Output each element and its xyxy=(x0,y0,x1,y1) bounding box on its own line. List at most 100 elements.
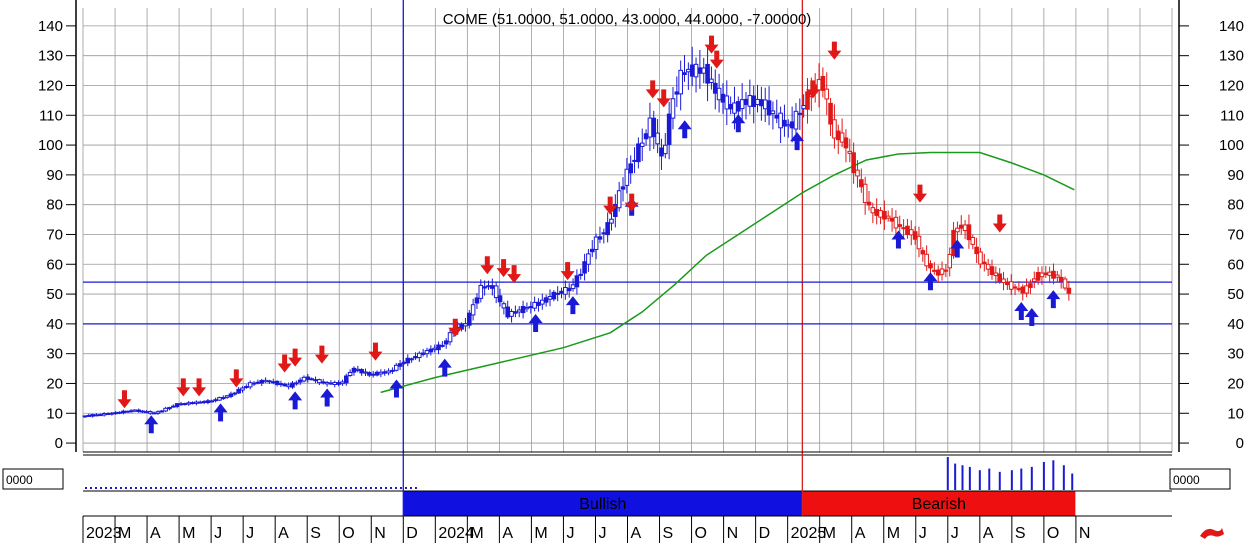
candle-body xyxy=(436,344,441,351)
candle-body xyxy=(805,91,810,110)
volume-baseline-dot xyxy=(310,487,312,489)
candle-body xyxy=(478,284,484,299)
candle-body xyxy=(482,286,487,289)
candle-body xyxy=(393,364,399,371)
candle-body xyxy=(259,379,265,384)
candle-body xyxy=(955,227,960,233)
candle-body xyxy=(463,323,468,327)
x-month-label: D xyxy=(759,525,771,542)
sell-signal-arrow xyxy=(496,259,511,278)
candle-body xyxy=(543,297,549,303)
candle-body xyxy=(540,299,545,305)
candle-body xyxy=(901,227,906,230)
volume-baseline-dot xyxy=(325,487,327,489)
candle-body xyxy=(985,263,991,270)
buy-signal-arrow xyxy=(1014,302,1029,321)
volume-baseline-dot xyxy=(285,487,287,489)
y-tick-label-right: 130 xyxy=(1219,48,1244,65)
candle-body xyxy=(351,367,357,373)
volume-baseline-dot xyxy=(250,487,252,489)
x-month-label: N xyxy=(1079,525,1091,542)
sell-signal-arrow xyxy=(805,80,820,99)
candle-body xyxy=(716,87,722,101)
candle-body xyxy=(1031,278,1037,282)
x-month-label: J xyxy=(919,525,927,542)
sell-signal-arrow xyxy=(176,378,191,397)
candle-body xyxy=(109,412,115,415)
y-tick-label-left: 110 xyxy=(39,107,63,124)
volume-baseline-dot xyxy=(350,487,352,489)
candle-body xyxy=(916,235,922,250)
candle-body xyxy=(247,382,253,388)
candle-body xyxy=(709,78,714,84)
candle-body xyxy=(589,248,595,253)
candle-body xyxy=(213,399,218,402)
x-month-label: A xyxy=(983,525,994,542)
candle-body xyxy=(324,381,330,385)
candle-body xyxy=(378,371,384,375)
volume-baseline-dot xyxy=(345,487,347,489)
candle-body xyxy=(443,340,449,345)
candle-body xyxy=(712,82,718,94)
candle-body xyxy=(405,357,411,364)
candle-body xyxy=(682,72,687,76)
candle-body xyxy=(167,407,172,410)
sell-signal-arrow xyxy=(480,256,495,275)
candle-body xyxy=(520,305,526,314)
candle-body xyxy=(105,413,111,416)
candle-body xyxy=(720,93,726,103)
candle-body xyxy=(628,163,634,174)
grid-layer xyxy=(82,8,1173,452)
x-month-label: S xyxy=(663,525,674,542)
x-month-label: O xyxy=(1047,525,1059,542)
x-month-label: N xyxy=(727,525,739,542)
candle-body xyxy=(893,216,899,229)
candle-body xyxy=(732,102,737,114)
candle-body xyxy=(701,67,707,74)
sell-signal-arrow xyxy=(603,196,618,215)
volume-baseline-dot xyxy=(370,487,372,489)
candle-body xyxy=(497,295,503,303)
y-tick-label-right: 140 xyxy=(1219,18,1244,35)
y-tick-label-left: 80 xyxy=(46,197,63,214)
candle-body xyxy=(747,95,753,107)
candle-body xyxy=(232,392,238,395)
candle-body xyxy=(939,268,945,275)
buy-signal-arrow xyxy=(389,379,404,398)
volume-baseline-dot xyxy=(175,487,177,489)
buy-signal-arrow xyxy=(923,272,938,291)
candle-body xyxy=(420,352,426,355)
sell-signal-arrow xyxy=(288,348,303,367)
candle-body xyxy=(870,207,876,214)
candle-body xyxy=(989,266,995,276)
candle-body xyxy=(905,225,910,235)
volume-baseline-dot xyxy=(335,487,337,489)
candle-body xyxy=(317,379,322,384)
volume-baseline-dot xyxy=(240,487,242,489)
candle-body xyxy=(928,263,933,269)
candle-body xyxy=(1016,288,1022,291)
y-tick-label-right: 120 xyxy=(1219,77,1244,94)
candle-body xyxy=(824,88,830,100)
candle-body xyxy=(855,169,860,177)
marker-layer xyxy=(83,0,1172,516)
candle-body xyxy=(816,79,822,91)
sell-signal-arrow xyxy=(827,41,842,60)
candle-body xyxy=(705,63,710,84)
candle-body xyxy=(320,381,326,384)
candle-body xyxy=(370,373,376,376)
y-tick-label-left: 120 xyxy=(38,77,63,94)
volume-baseline-dot xyxy=(195,487,197,489)
chart-title: COME (51.0000, 51.0000, 43.0000, 44.0000… xyxy=(443,11,812,28)
volume-baseline-dot xyxy=(220,487,222,489)
y-tick-label-left: 30 xyxy=(46,346,63,363)
volume-baseline-dot xyxy=(330,487,332,489)
candle-body xyxy=(294,382,299,385)
sell-signal-arrow xyxy=(624,193,639,212)
volume-baseline-dot xyxy=(185,487,187,489)
candle-body xyxy=(493,285,499,299)
candle-body xyxy=(774,114,780,119)
candle-body xyxy=(117,411,122,414)
candle-body xyxy=(932,269,937,272)
candle-body xyxy=(1062,278,1068,289)
